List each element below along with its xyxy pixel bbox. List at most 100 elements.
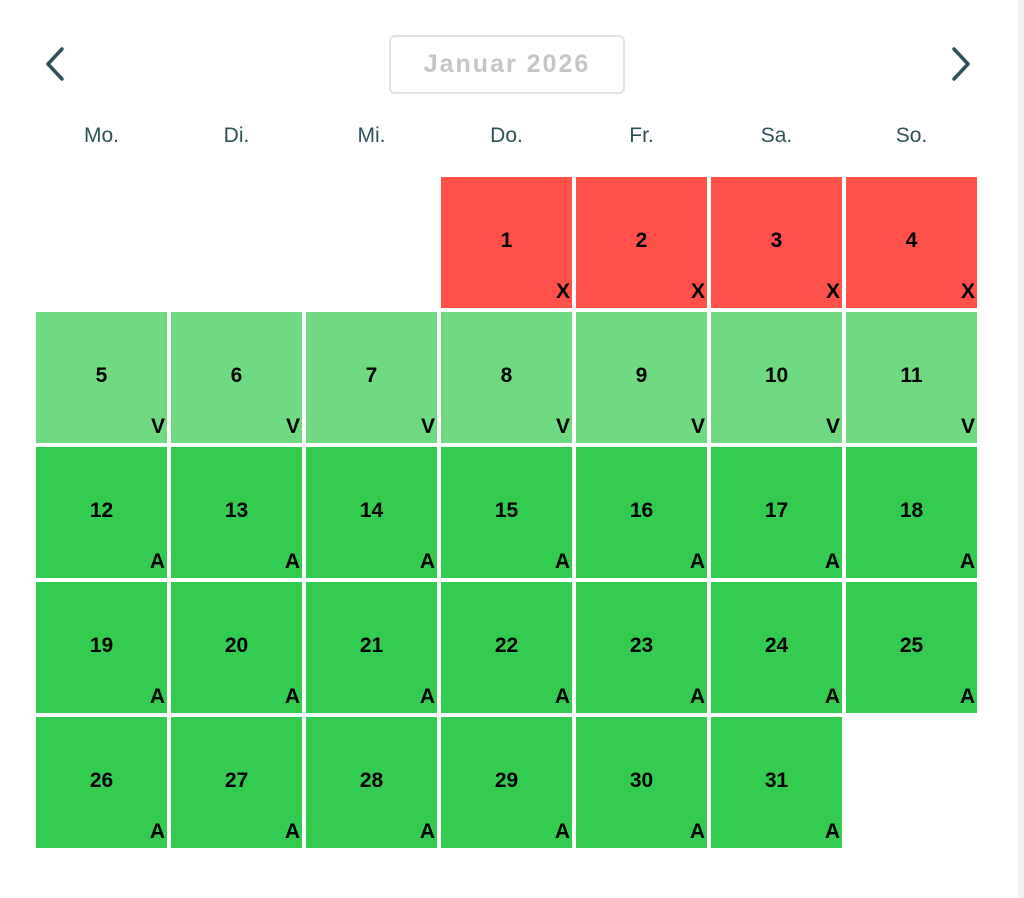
day-number: 26 <box>89 769 114 792</box>
day-number: 27 <box>224 769 249 792</box>
day-cell[interactable]: 19 A <box>36 582 167 713</box>
day-number: 2 <box>635 229 648 252</box>
day-status-code: V <box>690 415 705 438</box>
day-status-code: A <box>689 820 705 843</box>
day-status-code: A <box>284 550 300 573</box>
day-status-code: X <box>960 280 975 303</box>
day-status-code: A <box>149 685 165 708</box>
month-label[interactable]: Januar 2026 <box>389 35 625 94</box>
weekday-header: Mo. Di. Mi. Do. Fr. Sa. So. <box>36 122 977 150</box>
day-cell[interactable]: 14 A <box>306 447 437 578</box>
next-month-button[interactable] <box>940 44 980 84</box>
day-status-code: V <box>150 415 165 438</box>
day-status-code: A <box>554 550 570 573</box>
weekday-label: Mo. <box>83 124 119 147</box>
day-cell[interactable]: 23 A <box>576 582 707 713</box>
day-number: 21 <box>359 634 384 657</box>
day-cell[interactable]: 22 A <box>441 582 572 713</box>
day-cell[interactable]: 24 A <box>711 582 842 713</box>
empty-day-slot <box>171 177 302 308</box>
weekday-label: Do. <box>490 124 523 147</box>
day-cell[interactable]: 21 A <box>306 582 437 713</box>
weekday-label: Mi. <box>357 124 386 147</box>
day-cell[interactable]: 30 A <box>576 717 707 848</box>
chevron-left-icon <box>46 47 64 81</box>
day-number: 24 <box>764 634 789 657</box>
empty-day-slot <box>306 177 437 308</box>
day-number: 31 <box>764 769 789 792</box>
day-number: 13 <box>224 499 249 522</box>
day-number: 1 <box>500 229 513 252</box>
day-cell[interactable]: 20 A <box>171 582 302 713</box>
day-status-code: V <box>420 415 435 438</box>
day-status-code: A <box>959 550 975 573</box>
day-number: 16 <box>629 499 654 522</box>
day-cell[interactable]: 15 A <box>441 447 572 578</box>
previous-month-button[interactable] <box>36 44 76 84</box>
day-cell[interactable]: 17 A <box>711 447 842 578</box>
day-number: 12 <box>89 499 114 522</box>
day-number: 5 <box>95 364 108 387</box>
day-cell[interactable]: 28 A <box>306 717 437 848</box>
day-cell[interactable]: 26 A <box>36 717 167 848</box>
day-status-code: X <box>690 280 705 303</box>
day-status-code: A <box>284 685 300 708</box>
day-status-code: X <box>825 280 840 303</box>
day-cell[interactable]: 13 A <box>171 447 302 578</box>
day-cell[interactable]: 27 A <box>171 717 302 848</box>
day-status-code: A <box>419 550 435 573</box>
weekday-label: Sa. <box>760 124 793 147</box>
day-status-code: A <box>419 820 435 843</box>
day-status-code: A <box>284 820 300 843</box>
day-number: 7 <box>365 364 378 387</box>
day-cell[interactable]: 10 V <box>711 312 842 443</box>
day-status-code: X <box>555 280 570 303</box>
scrollbar-track[interactable] <box>1018 0 1024 898</box>
day-cell[interactable]: 11 V <box>846 312 977 443</box>
day-number: 20 <box>224 634 249 657</box>
weekday-label: Di. <box>223 124 250 147</box>
day-cell[interactable]: 29 A <box>441 717 572 848</box>
day-cell[interactable]: 16 A <box>576 447 707 578</box>
day-cell[interactable]: 31 A <box>711 717 842 848</box>
day-status-code: A <box>554 820 570 843</box>
day-number: 11 <box>900 364 923 387</box>
chevron-right-icon <box>952 47 970 81</box>
day-status-code: A <box>554 685 570 708</box>
day-status-code: A <box>959 685 975 708</box>
day-number: 25 <box>899 634 924 657</box>
day-cell[interactable]: 12 A <box>36 447 167 578</box>
day-number: 8 <box>500 364 513 387</box>
day-status-code: A <box>689 685 705 708</box>
day-status-code: V <box>825 415 840 438</box>
day-number: 22 <box>494 634 519 657</box>
day-status-code: A <box>689 550 705 573</box>
day-number: 23 <box>629 634 654 657</box>
day-number: 19 <box>89 634 114 657</box>
empty-day-slot <box>36 177 167 308</box>
day-status-code: A <box>824 820 840 843</box>
weekday-label: Fr. <box>629 124 654 147</box>
day-status-code: V <box>555 415 570 438</box>
day-status-code: A <box>419 685 435 708</box>
day-number: 18 <box>899 499 924 522</box>
day-cell[interactable]: 25 A <box>846 582 977 713</box>
day-cell[interactable]: 18 A <box>846 447 977 578</box>
day-status-code: V <box>960 415 975 438</box>
day-status-code: A <box>149 550 165 573</box>
calendar-grid: 1 X 2 X 3 X 4 X 5 V 6 V 7 V 8 V 9 V 10 V 11 V 12 A 13 A 14 A 15 A 16 A 1… <box>36 177 977 848</box>
day-number: 6 <box>230 364 243 387</box>
weekday-label: So. <box>895 124 928 147</box>
day-number: 15 <box>494 499 519 522</box>
day-number: 4 <box>905 229 918 252</box>
day-number: 17 <box>764 499 789 522</box>
